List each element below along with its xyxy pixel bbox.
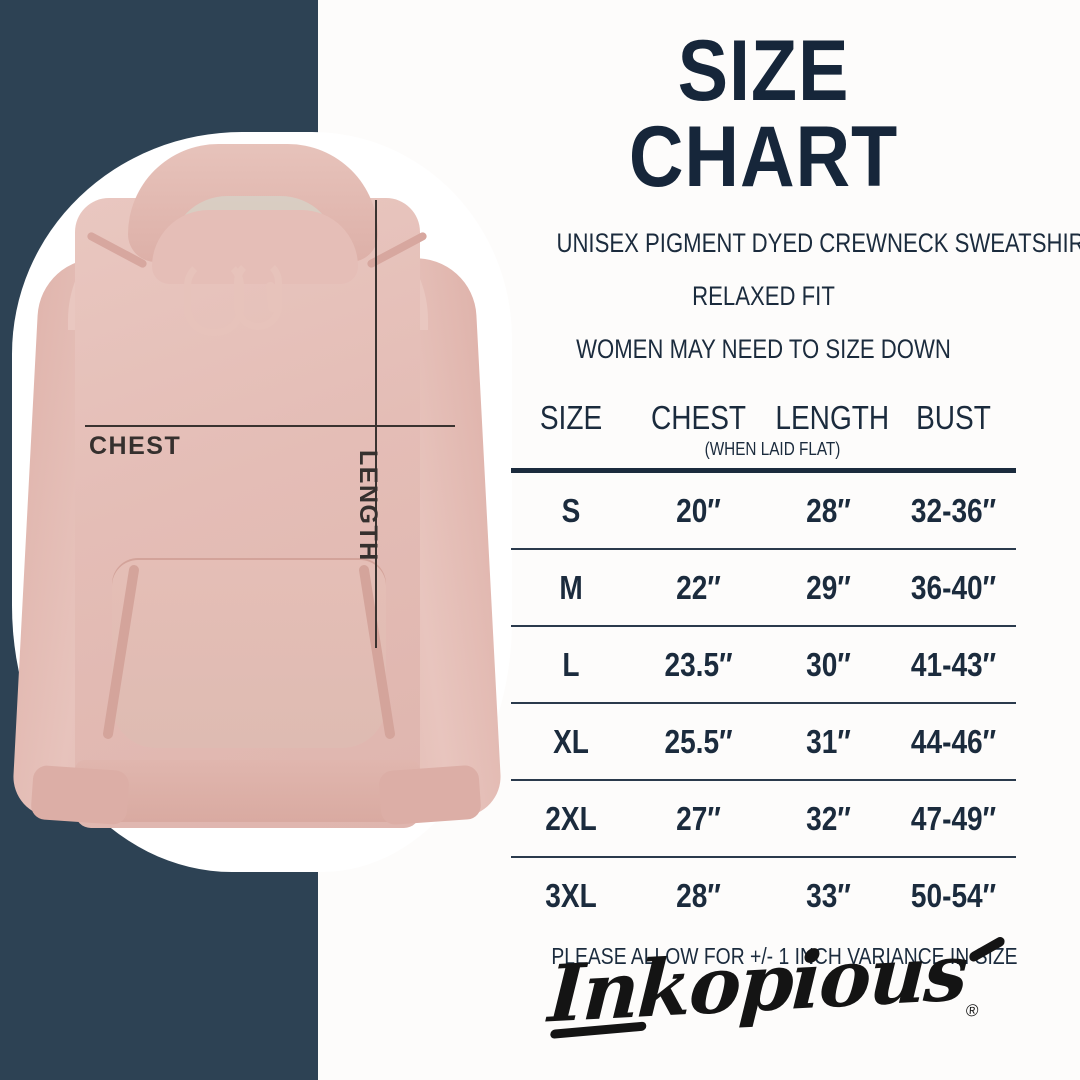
- sweatshirt-photo: [11, 140, 504, 864]
- variance-footnote: PLEASE ALLOW FOR +/- 1 INCH VARIANCE IN …: [551, 943, 1018, 969]
- cell-length: 33″: [806, 876, 851, 914]
- brand-logo: Inkopious®: [511, 925, 1016, 1045]
- cell-size: 2XL: [545, 799, 597, 837]
- table-row: M 22″ 29″ 36-40″: [511, 550, 1016, 625]
- cell-chest: 27″: [676, 799, 721, 837]
- cell-bust: 44-46″: [910, 722, 997, 760]
- cell-length: 31″: [806, 722, 851, 760]
- column-header-length: LENGTH: [775, 399, 890, 436]
- table-header-row: SIZE CHEST LENGTH BUST: [511, 391, 1016, 437]
- table-row: S 20″ 28″ 32-36″: [511, 473, 1016, 548]
- column-header-chest: CHEST: [650, 399, 747, 436]
- cell-size: L: [562, 645, 580, 683]
- column-header-size: SIZE: [539, 399, 603, 436]
- when-laid-flat-note: (WHEN LAID FLAT): [704, 439, 841, 459]
- cell-bust: 50-54″: [910, 876, 997, 914]
- cell-chest: 25.5″: [664, 722, 733, 760]
- cell-bust: 36-40″: [910, 568, 997, 606]
- cell-size: S: [561, 491, 581, 529]
- cell-length: 32″: [806, 799, 851, 837]
- row-divider: [511, 779, 1016, 781]
- subtitle-product: UNISEX PIGMENT DYED CREWNECK SWEATSHIRT: [556, 228, 1080, 258]
- kangaroo-pocket: [112, 558, 386, 748]
- row-divider: [511, 856, 1016, 858]
- row-divider: [511, 548, 1016, 550]
- cell-chest: 23.5″: [664, 645, 733, 683]
- subtitle-sizing-advice: WOMEN MAY NEED TO SIZE DOWN: [576, 334, 951, 364]
- cell-bust: 32-36″: [910, 491, 997, 529]
- table-row: 2XL 27″ 32″ 47-49″: [511, 781, 1016, 856]
- chest-measurement-label: CHEST: [89, 432, 182, 460]
- cuff-right: [378, 764, 482, 826]
- chest-measurement-line: [85, 425, 455, 427]
- product-photo-panel: CHEST LENGTH: [0, 0, 520, 1080]
- length-measurement-label: LENGTH: [354, 450, 382, 562]
- cell-length: 29″: [806, 568, 851, 606]
- size-table: SIZE CHEST LENGTH BUST (WHEN LAID FLAT) …: [511, 391, 1016, 933]
- table-top-border: [511, 468, 1016, 473]
- registered-trademark-icon: ®: [965, 1000, 978, 1021]
- row-divider: [511, 702, 1016, 704]
- page-title: SIZE CHART: [628, 23, 899, 205]
- logo-brush-swash: [967, 935, 1007, 964]
- table-row: XL 25.5″ 31″ 44-46″: [511, 704, 1016, 779]
- table-row: L 23.5″ 30″ 41-43″: [511, 627, 1016, 702]
- cell-size: M: [559, 568, 583, 606]
- hem-band: [75, 760, 420, 822]
- cell-length: 30″: [806, 645, 851, 683]
- cell-chest: 28″: [676, 876, 721, 914]
- cell-length: 28″: [806, 491, 851, 529]
- cell-size: 3XL: [545, 876, 597, 914]
- cuff-left: [30, 764, 130, 826]
- cell-chest: 22″: [676, 568, 721, 606]
- chart-content: SIZE CHART UNISEX PIGMENT DYED CREWNECK …: [511, 0, 1080, 1080]
- column-header-bust: BUST: [916, 399, 991, 436]
- table-row: 3XL 28″ 33″ 50-54″: [511, 858, 1016, 933]
- drawstring-right: [234, 258, 282, 330]
- cell-chest: 20″: [676, 491, 721, 529]
- brand-logo-wordmark: Inkopious®: [546, 927, 1007, 1044]
- row-divider: [511, 625, 1016, 627]
- cell-bust: 47-49″: [910, 799, 997, 837]
- cell-size: XL: [553, 722, 589, 760]
- subtitle-fit: RELAXED FIT: [692, 281, 835, 311]
- length-measurement-line: [375, 200, 377, 648]
- cell-bust: 41-43″: [910, 645, 997, 683]
